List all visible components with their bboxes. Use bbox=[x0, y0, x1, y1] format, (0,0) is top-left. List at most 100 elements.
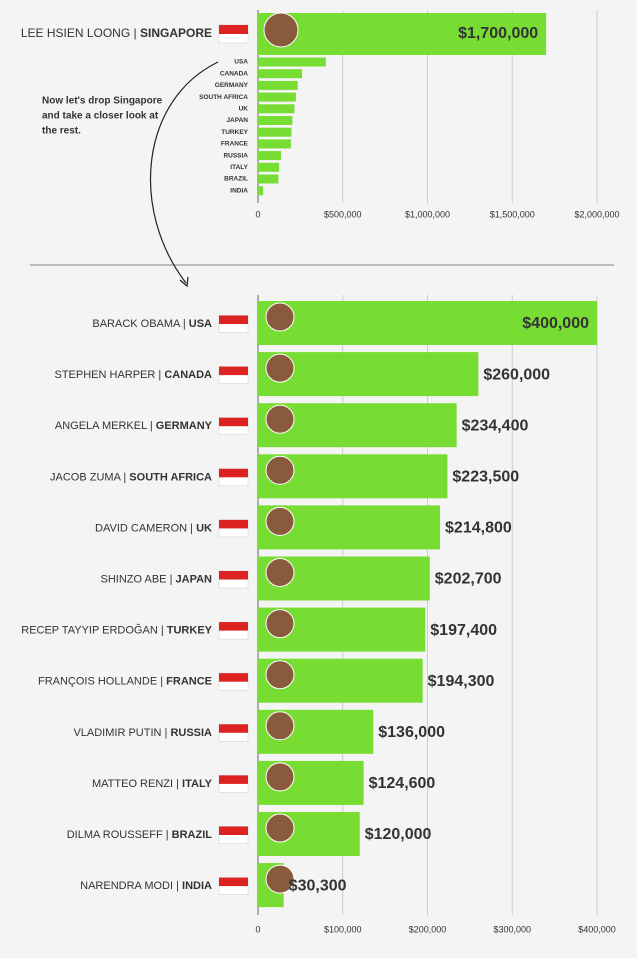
flag-stripe bbox=[219, 315, 248, 324]
y-tick-label: CANADA bbox=[220, 70, 248, 77]
value-label: $202,700 bbox=[435, 571, 502, 588]
country-name: CANADA bbox=[164, 369, 212, 381]
bar bbox=[258, 162, 280, 172]
bar bbox=[258, 139, 291, 149]
value-label: $197,400 bbox=[430, 622, 497, 639]
arrow-head bbox=[179, 276, 189, 288]
x-tick-label: $200,000 bbox=[409, 924, 447, 934]
leader-label: DAVID CAMERON | UK bbox=[95, 522, 212, 534]
bar bbox=[258, 13, 547, 55]
value-label: $214,800 bbox=[445, 520, 512, 537]
leader-name: RECEP TAYYIP ERDOĞAN bbox=[21, 624, 158, 637]
y-tick-label: USA bbox=[234, 59, 248, 66]
leader-label: ANGELA MERKEL | GERMANY bbox=[55, 420, 213, 432]
x-tick-label: $100,000 bbox=[324, 924, 362, 934]
leader-label: JACOB ZUMA | SOUTH AFRICA bbox=[50, 471, 212, 483]
country-name: SOUTH AFRICA bbox=[129, 471, 212, 483]
face bbox=[265, 864, 295, 894]
y-tick-label: RUSSIA bbox=[223, 152, 248, 159]
y-tick-label: GERMANY bbox=[215, 82, 249, 89]
face bbox=[265, 455, 295, 485]
x-tick-label: 0 bbox=[255, 209, 260, 219]
face bbox=[265, 404, 295, 434]
flag-stripe bbox=[219, 622, 248, 631]
face bbox=[265, 302, 295, 332]
value-label: $30,300 bbox=[289, 877, 347, 894]
x-tick-label: $300,000 bbox=[493, 924, 531, 934]
arrow bbox=[150, 61, 219, 284]
flag-stripe bbox=[219, 724, 248, 733]
bar bbox=[258, 352, 479, 397]
country-name: INDIA bbox=[182, 880, 212, 892]
value-label: $194,300 bbox=[428, 673, 495, 690]
x-tick-label: $400,000 bbox=[578, 924, 616, 934]
leader-name: JACOB ZUMA bbox=[50, 471, 122, 483]
country-name: UK bbox=[196, 522, 212, 534]
y-tick-label: TURKEY bbox=[221, 129, 248, 136]
separator: | bbox=[130, 26, 140, 40]
country-name: ITALY bbox=[182, 778, 213, 790]
flag-stripe bbox=[219, 775, 248, 784]
leader-name: SHINZO ABE bbox=[101, 573, 167, 585]
y-tick-label: INDIA bbox=[230, 187, 248, 194]
bar bbox=[258, 57, 326, 67]
x-tick-label: 0 bbox=[255, 924, 260, 934]
leader-name: VLADIMIR PUTIN bbox=[73, 727, 161, 739]
face bbox=[265, 353, 295, 383]
separator: | bbox=[120, 471, 129, 483]
face bbox=[265, 660, 295, 690]
leader-label: FRANÇOIS HOLLANDE | FRANCE bbox=[38, 676, 212, 688]
value-label: $124,600 bbox=[369, 775, 436, 792]
leader-name: ANGELA MERKEL bbox=[55, 420, 147, 432]
value-label: $120,000 bbox=[365, 826, 432, 843]
bar bbox=[258, 301, 597, 345]
leader-label: NARENDRA MODI | INDIA bbox=[80, 880, 212, 892]
y-tick-label: UK bbox=[239, 106, 249, 113]
country-name: BRAZIL bbox=[172, 829, 213, 841]
leader-name: MATTEO RENZI bbox=[92, 778, 173, 790]
separator: | bbox=[157, 676, 166, 688]
y-tick-label: SOUTH AFRICA bbox=[199, 94, 248, 101]
leader-name: STEPHEN HARPER bbox=[54, 369, 155, 381]
flag-stripe bbox=[219, 519, 248, 529]
y-tick-label: ITALY bbox=[230, 164, 248, 171]
leader-name: DAVID CAMERON bbox=[95, 522, 187, 534]
leader-label: LEE HSIEN LOONG | SINGAPORE bbox=[21, 26, 212, 40]
separator: | bbox=[155, 369, 164, 381]
y-tick-label: BRAZIL bbox=[224, 176, 248, 183]
face bbox=[265, 609, 295, 639]
country-name: TURKEY bbox=[167, 625, 213, 637]
face bbox=[265, 558, 295, 587]
leader-label: STEPHEN HARPER | CANADA bbox=[54, 369, 212, 381]
bar bbox=[258, 80, 298, 90]
separator: | bbox=[173, 880, 182, 892]
separator: | bbox=[187, 522, 196, 534]
x-tick-label: $1,000,000 bbox=[405, 209, 450, 219]
country-name: RUSSIA bbox=[170, 727, 212, 739]
country-name: JAPAN bbox=[176, 573, 213, 585]
separator: | bbox=[147, 420, 156, 432]
leader-label: VLADIMIR PUTIN | RUSSIA bbox=[73, 727, 212, 739]
flag-stripe bbox=[219, 877, 248, 887]
face bbox=[265, 762, 295, 792]
leader-name: BARACK OBAMA bbox=[92, 318, 181, 330]
bar bbox=[258, 186, 264, 196]
flag-stripe bbox=[219, 826, 248, 835]
value-label: $400,000 bbox=[522, 315, 589, 332]
value-label: $136,000 bbox=[378, 724, 445, 741]
annotation: Now let's drop Singapore bbox=[42, 96, 163, 107]
leader-label: DILMA ROUSSEFF | BRAZIL bbox=[67, 829, 213, 841]
value-label: $260,000 bbox=[483, 366, 550, 383]
bar bbox=[258, 116, 293, 125]
face bbox=[265, 813, 295, 843]
leader-label: SHINZO ABE | JAPAN bbox=[101, 573, 213, 585]
y-tick-label: JAPAN bbox=[226, 117, 248, 124]
separator: | bbox=[158, 625, 167, 637]
flag-stripe bbox=[219, 468, 248, 478]
x-tick-label: $500,000 bbox=[324, 209, 362, 219]
annotation: the rest. bbox=[42, 126, 81, 137]
separator: | bbox=[161, 727, 170, 739]
leader-label: MATTEO RENZI | ITALY bbox=[92, 778, 213, 790]
